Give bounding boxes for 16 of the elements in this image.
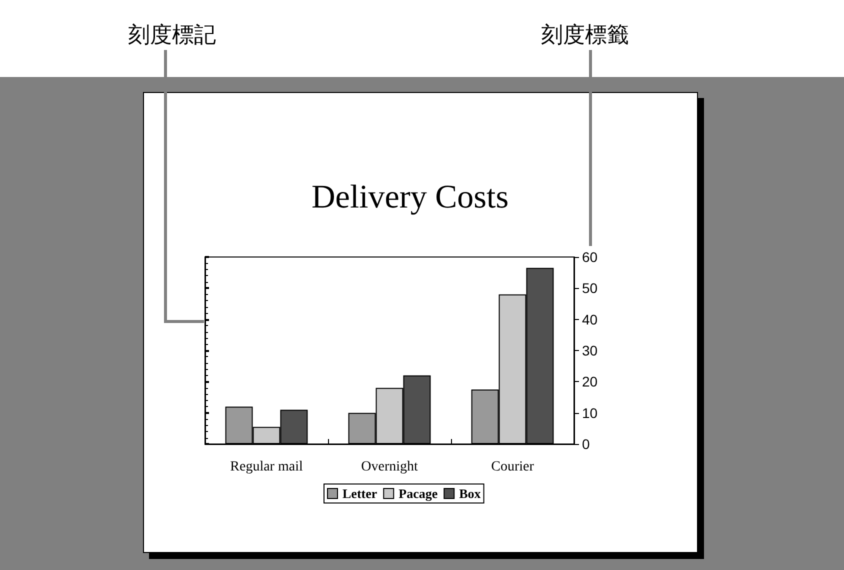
text: 刻度標籤: [541, 22, 629, 50]
x-tick-label: Overnight: [361, 460, 418, 474]
y-tick-label: 30: [582, 342, 598, 358]
x-tick-label: Regular mail: [230, 460, 303, 474]
x-tick-label: Courier: [491, 460, 534, 474]
legend-label: Box: [459, 486, 482, 501]
y-tick-label: 20: [582, 374, 598, 390]
y-tick-label: 60: [582, 249, 598, 265]
y-tick-label: 10: [582, 404, 598, 421]
chart-title: Delivery Costs: [311, 180, 509, 216]
y-tick-label: 0: [582, 436, 590, 452]
text: 刻度標記: [128, 22, 216, 50]
legend-label: Pacage: [398, 486, 438, 501]
y-tick-label: 40: [582, 311, 598, 328]
legend-label: Letter: [342, 486, 378, 501]
y-tick-label: 50: [582, 280, 598, 296]
